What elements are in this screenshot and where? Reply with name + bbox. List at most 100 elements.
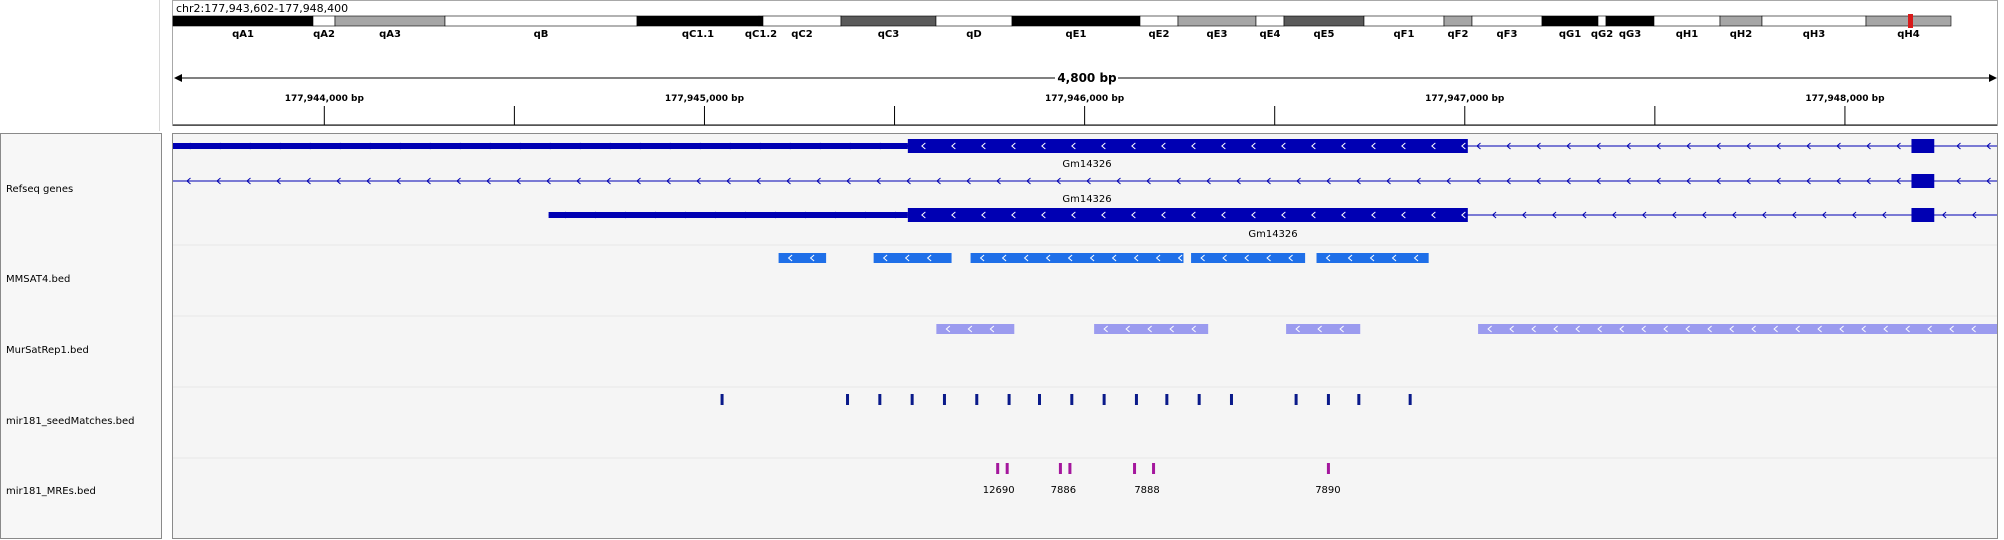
seed-match-mark[interactable] <box>720 394 724 405</box>
seed-match-mark[interactable] <box>975 394 979 405</box>
feature-chevron-icon <box>1125 325 1130 333</box>
mre-mark[interactable] <box>1068 463 1072 474</box>
seed-match-mark[interactable] <box>1294 394 1298 405</box>
cytoband[interactable] <box>444 15 638 27</box>
mre-mark[interactable] <box>1058 463 1062 474</box>
cytoband-label: qC2 <box>791 29 812 40</box>
track-label-mursatrep1[interactable]: MurSatRep1.bed <box>6 345 89 356</box>
seed-matches-track[interactable] <box>720 394 1412 405</box>
strand-chevron-icon <box>1056 177 1061 185</box>
cytoband[interactable] <box>1719 15 1763 27</box>
strand-chevron-icon <box>1986 177 1991 185</box>
seed-match-mark[interactable] <box>1007 394 1011 405</box>
chromosome-ideogram[interactable]: qA1 qA2 qA3 qB qC1.1 qC1.2 qC2 qC3 qD qE1 qE2 qE3 qE… <box>172 14 1952 40</box>
cytoband[interactable] <box>312 15 336 27</box>
cytoband[interactable] <box>935 15 1013 27</box>
mursatrep1-feature[interactable] <box>1094 324 1209 334</box>
seed-match-mark[interactable] <box>1165 394 1169 405</box>
mre-mark[interactable] <box>996 463 1000 474</box>
mmsat4-feature[interactable] <box>873 253 952 263</box>
seed-match-mark[interactable] <box>1326 394 1330 405</box>
cytoband[interactable] <box>840 15 937 27</box>
cytoband[interactable] <box>762 15 842 27</box>
gene-exon[interactable] <box>907 139 1468 153</box>
cytoband[interactable] <box>1283 15 1365 27</box>
cytoband[interactable] <box>1363 15 1445 27</box>
mursatrep1-feature[interactable] <box>1478 324 1997 334</box>
cytoband[interactable] <box>1443 15 1473 27</box>
seed-match-mark[interactable] <box>878 394 882 405</box>
mre-mark[interactable] <box>1152 463 1156 474</box>
cytoband[interactable] <box>758 15 764 27</box>
mmsat4-track[interactable] <box>778 253 1429 263</box>
feature-chevron-icon <box>1531 325 1536 333</box>
mmsat4-feature[interactable] <box>778 253 827 263</box>
cytoband[interactable] <box>1605 15 1655 27</box>
mre-mark[interactable] <box>1133 463 1137 474</box>
track-label-seed-matches[interactable]: mir181_seedMatches.bed <box>6 416 135 427</box>
mre-mark[interactable] <box>1005 463 1009 474</box>
track-label-refseq[interactable]: Refseq genes <box>6 184 74 195</box>
cytoband[interactable] <box>1597 15 1607 27</box>
track-label-mres[interactable]: mir181_MREs.bed <box>6 486 96 497</box>
track-label-mmsat4[interactable]: MMSAT4.bed <box>6 274 71 285</box>
strand-chevron-icon <box>1566 177 1571 185</box>
mursatrep1-feature[interactable] <box>1286 324 1361 334</box>
feature-chevron-icon <box>1927 325 1932 333</box>
seed-match-mark[interactable] <box>1102 394 1106 405</box>
feature-chevron-icon <box>1339 325 1344 333</box>
cytoband[interactable] <box>172 15 314 27</box>
feature-chevron-icon <box>1751 325 1756 333</box>
gene-utr[interactable] <box>173 143 908 149</box>
refseq-genes-track[interactable]: Gm14326 Gm14326 Gm14326 <box>173 139 1997 240</box>
seed-match-mark[interactable] <box>846 394 850 405</box>
track-name-panel: Refseq genes MMSAT4.bed MurSatRep1.bed m… <box>0 133 162 539</box>
cytoband-label: qF2 <box>1448 29 1469 40</box>
seed-match-mark[interactable] <box>1197 394 1201 405</box>
current-view-marker[interactable] <box>1908 14 1913 28</box>
strand-chevron-icon <box>846 177 851 185</box>
mre-mark[interactable] <box>1326 463 1330 474</box>
cytoband[interactable] <box>1011 15 1141 27</box>
cytoband-label: qE2 <box>1149 29 1170 40</box>
cytoband[interactable] <box>636 15 760 27</box>
strand-chevron-icon <box>1836 177 1841 185</box>
cytoband[interactable] <box>1177 15 1257 27</box>
cytoband[interactable] <box>1541 15 1599 27</box>
cytoband-label: qC1.1 <box>682 29 714 40</box>
cytoband[interactable] <box>1761 15 1867 27</box>
gene-exon[interactable] <box>1911 208 1935 222</box>
seed-match-mark[interactable] <box>1229 394 1233 405</box>
data-panel[interactable] <box>172 133 1998 539</box>
gene-utr[interactable] <box>548 212 908 218</box>
cytoband[interactable] <box>1255 15 1285 27</box>
seed-match-mark[interactable] <box>1134 394 1138 405</box>
exon-strand-chevron-icon <box>1011 142 1016 150</box>
gene-exon[interactable] <box>1911 174 1935 188</box>
cytoband[interactable] <box>1471 15 1543 27</box>
mmsat4-feature[interactable] <box>1191 253 1306 263</box>
gene-exon[interactable] <box>1911 139 1935 153</box>
seed-match-mark[interactable] <box>1408 394 1412 405</box>
seed-match-mark[interactable] <box>1357 394 1361 405</box>
gene-exon[interactable] <box>907 208 1468 222</box>
mmsat4-feature[interactable] <box>1316 253 1429 263</box>
cytoband[interactable] <box>334 15 446 27</box>
genomic-ruler[interactable]: 4,800 bp 177,944,000 bp 177,945,000 bp 177,… <box>173 71 1997 126</box>
mursatrep1-feature[interactable] <box>936 324 1015 334</box>
cytoband[interactable] <box>1653 15 1721 27</box>
seed-match-mark[interactable] <box>1070 394 1074 405</box>
feature-chevron-icon <box>945 325 951 333</box>
mmsat4-feature[interactable] <box>970 253 1184 263</box>
mres-track[interactable]: 12690 7886 7888 7890 <box>983 463 1341 496</box>
feature-chevron-icon <box>1685 325 1690 333</box>
seed-match-mark[interactable] <box>910 394 914 405</box>
strand-chevron-icon <box>1266 177 1271 185</box>
strand-chevron-icon <box>1506 142 1511 150</box>
seed-match-mark[interactable] <box>1038 394 1042 405</box>
seed-match-mark[interactable] <box>942 394 946 405</box>
gene-name-label: Gm14326 <box>1062 159 1111 170</box>
mursatrep1-track[interactable] <box>936 324 1997 334</box>
cytoband[interactable] <box>1139 15 1179 27</box>
strand-chevron-icon <box>1551 211 1557 219</box>
